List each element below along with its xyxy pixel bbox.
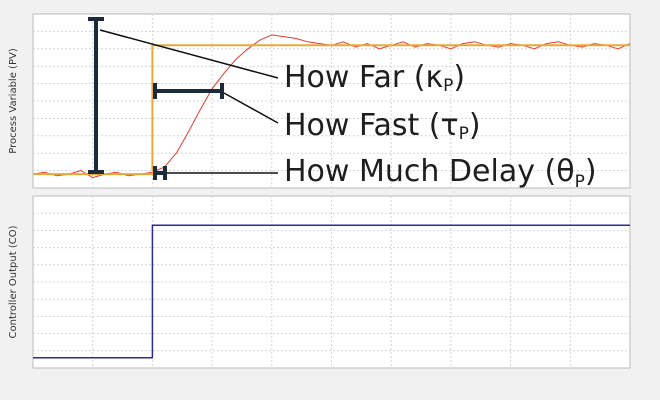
delay-bracket [153, 166, 167, 180]
y-axis-label: Controller Output (CO) [8, 225, 19, 338]
panel: Process Variable (PV) [8, 13, 631, 189]
data-line [33, 44, 630, 176]
panels: Process Variable (PV) Controller Output (… [8, 13, 631, 369]
leader-line [99, 29, 279, 79]
leader-line [223, 92, 279, 124]
annotation: How Far (κP) [284, 60, 465, 97]
data-line [33, 224, 630, 359]
annotation: How Much Delay (θP) [284, 154, 597, 193]
panel: Controller Output (CO) [8, 195, 631, 369]
annotation: How Fast (τP) [284, 108, 481, 145]
far-bracket [88, 17, 104, 174]
y-axis-label: Process Variable (PV) [8, 48, 19, 154]
fast-bracket [153, 83, 224, 99]
annotation-layer: How Far (κP) How Fast (τP) How Much Dela… [88, 17, 597, 193]
